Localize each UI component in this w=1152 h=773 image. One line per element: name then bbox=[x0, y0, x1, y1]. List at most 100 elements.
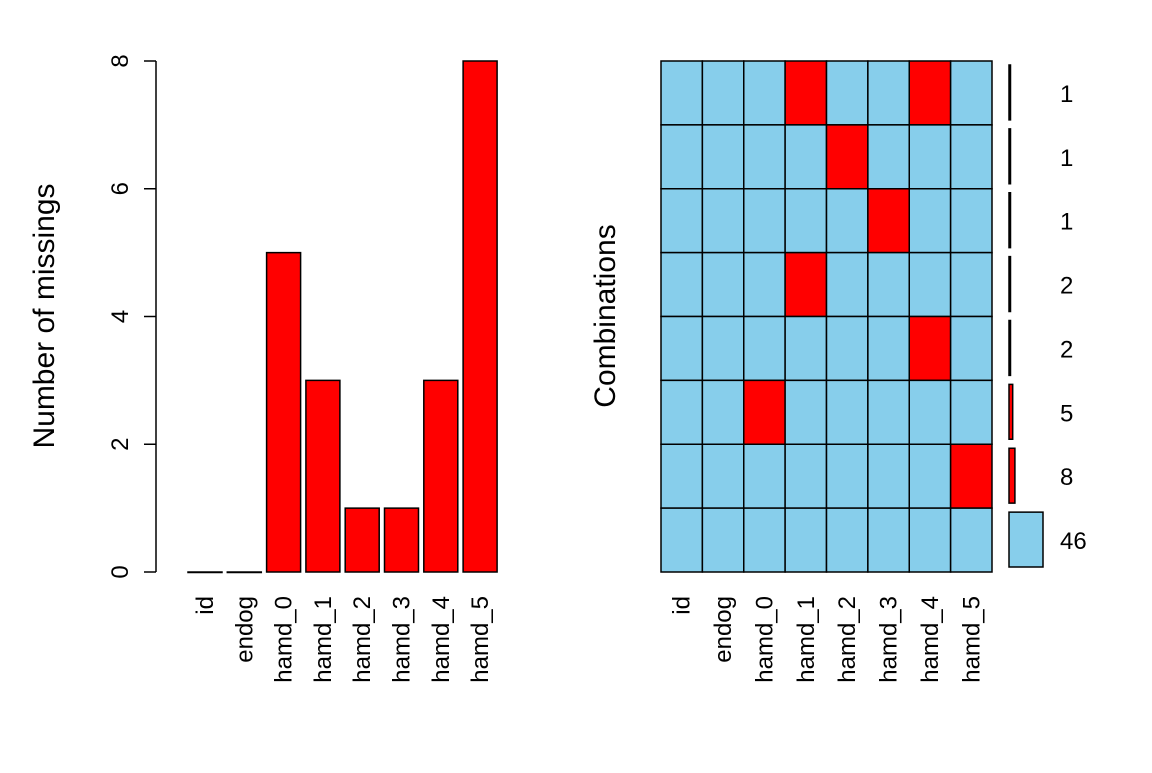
x-tick-label: hamd_4 bbox=[428, 596, 455, 683]
cell-0-hamd_0 bbox=[743, 60, 786, 126]
x-tick-label: hamd_4 bbox=[917, 596, 944, 683]
bar-endog bbox=[226, 571, 263, 574]
combination-count-label: 2 bbox=[1060, 273, 1073, 300]
cell-0-id bbox=[660, 60, 704, 126]
cell-7-hamd_0 bbox=[743, 507, 786, 573]
cell-4-hamd_3 bbox=[867, 315, 910, 382]
combinations-plot: Combinations 1 1 1 2 2 5 8 46 id endog hamd_0 hamd_… bbox=[589, 60, 1087, 683]
cell-6-hamd_5 bbox=[949, 443, 993, 509]
combination-count-label: 8 bbox=[1060, 464, 1073, 491]
cell-2-hamd_3 bbox=[867, 188, 910, 254]
cell-5-hamd_0 bbox=[743, 379, 786, 445]
combination-frequency-bar bbox=[1008, 447, 1016, 504]
x-tick-label: hamd_1 bbox=[310, 596, 337, 683]
cell-2-id bbox=[660, 188, 704, 254]
combination-frequency-bar bbox=[1008, 383, 1014, 440]
cell-7-hamd_1 bbox=[784, 507, 828, 573]
combination-count-label: 1 bbox=[1060, 209, 1073, 236]
cell-3-id bbox=[660, 251, 704, 318]
cell-2-hamd_2 bbox=[825, 188, 869, 254]
cell-2-hamd_4 bbox=[908, 188, 952, 254]
cell-2-hamd_1 bbox=[784, 188, 828, 254]
cell-1-hamd_1 bbox=[784, 124, 828, 190]
bar-hamd_1 bbox=[305, 379, 341, 573]
bar-hamd_3 bbox=[383, 507, 420, 573]
cell-5-hamd_4 bbox=[908, 379, 952, 445]
cell-2-hamd_0 bbox=[743, 188, 786, 254]
cell-3-hamd_5 bbox=[949, 251, 993, 318]
combination-frequency-bar bbox=[1008, 319, 1012, 377]
cell-7-id bbox=[660, 507, 704, 573]
cell-6-hamd_1 bbox=[784, 443, 828, 509]
combination-frequency-bar bbox=[1008, 128, 1012, 185]
cell-2-endog bbox=[701, 188, 745, 254]
combination-frequency-bar bbox=[1008, 192, 1012, 249]
cell-5-hamd_5 bbox=[949, 379, 993, 445]
missings-barchart: Number of missings 0 2 4 6 8 id endog hamd_0 ham… bbox=[28, 54, 498, 683]
bar-hamd_2 bbox=[344, 507, 380, 573]
cell-3-hamd_3 bbox=[867, 251, 910, 318]
bar-hamd_4 bbox=[423, 379, 459, 573]
cell-6-hamd_2 bbox=[825, 443, 869, 509]
cell-4-hamd_1 bbox=[784, 315, 828, 382]
cell-4-hamd_5 bbox=[949, 315, 993, 382]
cell-3-endog bbox=[701, 251, 745, 318]
cell-5-hamd_3 bbox=[867, 379, 910, 445]
cell-3-hamd_1 bbox=[784, 251, 828, 318]
x-tick-label: hamd_0 bbox=[271, 596, 298, 683]
x-tick-label: hamd_5 bbox=[958, 596, 985, 683]
cell-6-hamd_4 bbox=[908, 443, 952, 509]
x-tick-label: hamd_2 bbox=[349, 596, 376, 683]
cell-2-hamd_5 bbox=[949, 188, 993, 254]
x-tick-label: hamd_3 bbox=[876, 596, 903, 683]
cell-1-hamd_3 bbox=[867, 124, 910, 190]
cell-0-hamd_2 bbox=[825, 60, 869, 126]
cell-4-hamd_0 bbox=[743, 315, 786, 382]
right-y-axis-label: Combinations bbox=[589, 224, 622, 407]
cell-4-endog bbox=[701, 315, 745, 382]
cell-0-hamd_3 bbox=[867, 60, 910, 126]
cell-7-hamd_3 bbox=[867, 507, 910, 573]
cell-0-hamd_4 bbox=[908, 60, 952, 126]
cell-1-endog bbox=[701, 124, 745, 190]
x-tick-label: id bbox=[669, 596, 696, 615]
cell-5-hamd_1 bbox=[784, 379, 828, 445]
combination-count-label: 2 bbox=[1060, 336, 1073, 363]
x-tick-label: hamd_1 bbox=[793, 596, 820, 683]
cell-7-endog bbox=[701, 507, 745, 573]
cell-6-id bbox=[660, 443, 704, 509]
cell-5-hamd_2 bbox=[825, 379, 869, 445]
y-tick-label: 2 bbox=[107, 438, 134, 451]
y-tick-label: 8 bbox=[107, 54, 134, 67]
cell-0-hamd_5 bbox=[949, 60, 993, 126]
cell-4-hamd_4 bbox=[908, 315, 952, 382]
cell-6-endog bbox=[701, 443, 745, 509]
x-tick-label: endog bbox=[710, 596, 737, 663]
cell-3-hamd_2 bbox=[825, 251, 869, 318]
cell-6-hamd_0 bbox=[743, 443, 786, 509]
x-tick-label: hamd_3 bbox=[389, 596, 416, 683]
combination-frequency-bar bbox=[1008, 511, 1044, 568]
cell-6-hamd_3 bbox=[867, 443, 910, 509]
bar-id bbox=[187, 571, 223, 574]
x-tick-label: endog bbox=[231, 596, 258, 663]
left-y-axis-label: Number of missings bbox=[28, 183, 61, 448]
cell-1-id bbox=[660, 124, 704, 190]
cell-0-hamd_1 bbox=[784, 60, 828, 126]
cell-1-hamd_0 bbox=[743, 124, 786, 190]
y-tick-label: 4 bbox=[107, 310, 134, 323]
y-tick-label: 0 bbox=[107, 565, 134, 578]
x-tick-label: hamd_2 bbox=[834, 596, 861, 683]
cell-3-hamd_4 bbox=[908, 251, 952, 318]
y-tick-label: 6 bbox=[107, 182, 134, 195]
cell-7-hamd_4 bbox=[908, 507, 952, 573]
combination-count-label: 1 bbox=[1060, 145, 1073, 172]
cell-1-hamd_5 bbox=[949, 124, 993, 190]
x-tick-label: hamd_0 bbox=[751, 596, 778, 683]
cell-1-hamd_2 bbox=[825, 124, 869, 190]
cell-7-hamd_2 bbox=[825, 507, 869, 573]
cell-7-hamd_5 bbox=[949, 507, 993, 573]
cell-5-endog bbox=[701, 379, 745, 445]
cell-1-hamd_4 bbox=[908, 124, 952, 190]
